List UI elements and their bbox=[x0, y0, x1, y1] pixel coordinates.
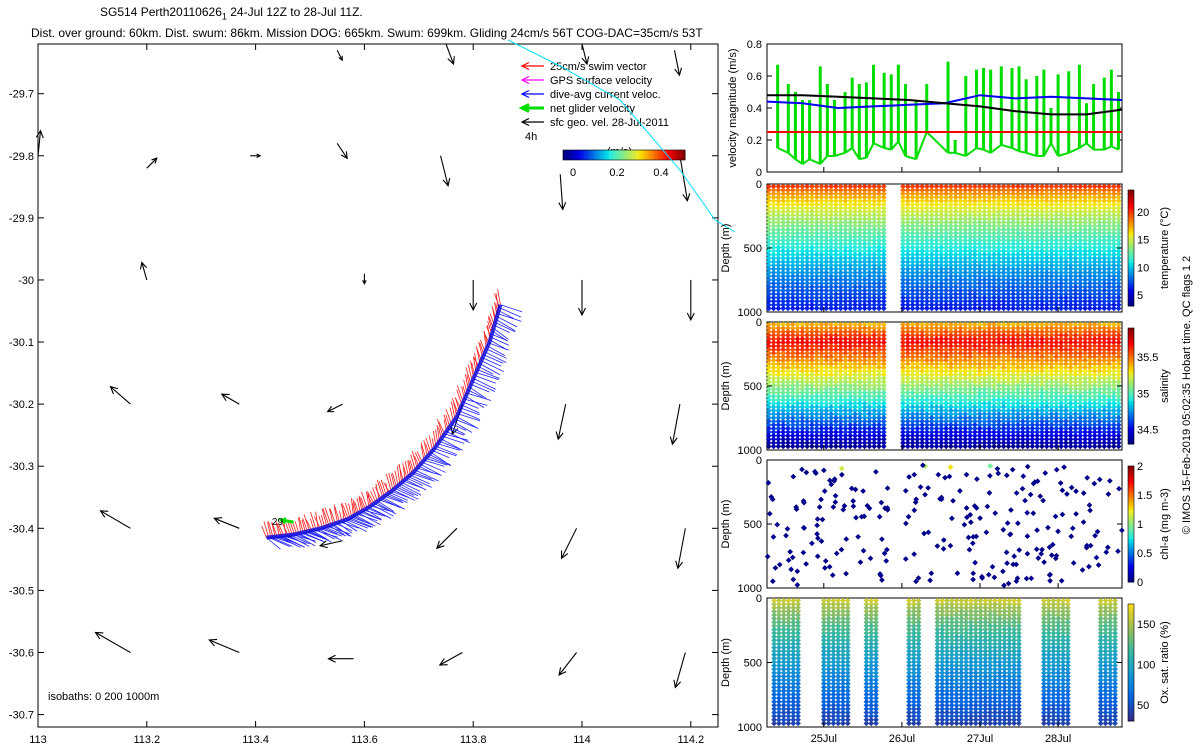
legend-colorbar-cell bbox=[612, 150, 616, 160]
legend-label: 25cm/s swim vector bbox=[550, 61, 647, 73]
legend-colorbar-cell bbox=[645, 150, 649, 160]
legend-colorbar-cell bbox=[578, 150, 582, 160]
temperature-y-tick-label: 0 bbox=[756, 179, 762, 191]
map-y-tick-label: -30.7 bbox=[9, 710, 34, 722]
map-y-tick-label: -30.4 bbox=[9, 523, 34, 535]
legend-colorbar-cell bbox=[639, 150, 643, 160]
map-y-tick-label: -30.1 bbox=[9, 337, 34, 349]
map-y-tick-label: -30.3 bbox=[9, 461, 34, 473]
glider-day-label: 29 bbox=[272, 517, 284, 528]
legend-label: GPS surface velocity bbox=[550, 75, 653, 87]
legend-colorbar-tick: 0.4 bbox=[653, 167, 668, 179]
legend-colorbar-cell bbox=[609, 150, 613, 160]
legend-colorbar-cell bbox=[673, 150, 677, 160]
legend-scale-note: 4h bbox=[525, 131, 537, 143]
legend-colorbar-cell bbox=[575, 150, 579, 160]
map-x-tick-label: 113 bbox=[29, 734, 47, 746]
velocity-y-tick-label: 0.8 bbox=[747, 39, 762, 51]
legend-colorbar-cell bbox=[563, 150, 567, 160]
map-y-tick-label: -30.5 bbox=[9, 585, 34, 597]
legend-colorbar-cell bbox=[636, 150, 640, 160]
legend-colorbar-cell bbox=[590, 150, 594, 160]
legend-label: sfc geo. vel. 28-Jul-2011 bbox=[550, 117, 669, 129]
legend-colorbar-cell bbox=[615, 150, 619, 160]
legend-colorbar-cell bbox=[630, 150, 634, 160]
legend-colorbar-cell bbox=[569, 150, 573, 160]
legend-colorbar-cell bbox=[584, 150, 588, 160]
legend-colorbar-cell bbox=[618, 150, 622, 160]
legend-colorbar-cell bbox=[679, 150, 683, 160]
velocity-y-tick-label: 0.4 bbox=[747, 103, 762, 115]
map-y-tick-label: -29.8 bbox=[9, 151, 34, 163]
legend-colorbar-cell bbox=[600, 150, 604, 160]
map-x-tick-label: 113.4 bbox=[242, 734, 269, 746]
legend-colorbar-tick: 0.2 bbox=[609, 167, 624, 179]
map-x-tick-label: 113.2 bbox=[133, 734, 160, 746]
legend-colorbar-cell bbox=[581, 150, 585, 160]
temperature-colorbar-tick: 10 bbox=[1137, 262, 1149, 274]
temperature-colorbar-cell bbox=[1128, 190, 1134, 193]
legend-colorbar-tick: 0 bbox=[570, 167, 576, 179]
temperature-colorbar-label: temperature (°C) bbox=[1159, 207, 1171, 289]
map-y-tick-label: -30 bbox=[18, 275, 34, 287]
temperature-colorbar-tick: 20 bbox=[1137, 207, 1149, 219]
legend-colorbar-cell bbox=[651, 150, 655, 160]
map-y-tick-label: -30.6 bbox=[9, 647, 34, 659]
velocity-panel: 0 0.2 0.4 0.6 0.8 velocity magnitude (m/s) bbox=[727, 39, 1122, 179]
temperature-colorbar-tick: 5 bbox=[1137, 290, 1143, 302]
map-x-tick-label: 114 bbox=[573, 734, 591, 746]
legend-colorbar-cell bbox=[633, 150, 637, 160]
temperature-y-tick-label: 500 bbox=[744, 243, 762, 255]
legend-colorbar-cell bbox=[621, 150, 625, 160]
legend-colorbar-cell bbox=[624, 150, 628, 160]
legend-label: net glider velocity bbox=[550, 103, 635, 115]
isobaths-label: isobaths: 0 200 1000m bbox=[48, 691, 159, 703]
legend-colorbar-cell bbox=[594, 150, 598, 160]
legend-colorbar-cell bbox=[587, 150, 591, 160]
map-y-tick-label: -30.2 bbox=[9, 399, 34, 411]
legend-colorbar-cell bbox=[648, 150, 652, 160]
map-x-tick-label: 114.2 bbox=[677, 734, 704, 746]
temperature-colorbar-tick: 15 bbox=[1137, 235, 1149, 247]
legend-colorbar-cell bbox=[572, 150, 576, 160]
map-x-tick-label: 113.8 bbox=[460, 734, 487, 746]
legend-colorbar-cell bbox=[642, 150, 646, 160]
legend-colorbar-cell bbox=[658, 150, 662, 160]
legend-colorbar-cell bbox=[597, 150, 601, 160]
velocity-y-tick-label: 0.2 bbox=[747, 135, 762, 147]
map-y-tick-label: -29.7 bbox=[9, 89, 34, 101]
legend-colorbar-cell bbox=[606, 150, 610, 160]
legend-colorbar-cell bbox=[676, 150, 680, 160]
velocity-y-label: velocity magnitude (m/s) bbox=[727, 48, 739, 167]
velocity-y-tick-label: 0.6 bbox=[747, 71, 762, 83]
legend-label: dive-avg current veloc. bbox=[550, 89, 661, 101]
map-x-tick-label: 113.6 bbox=[351, 734, 378, 746]
temperature-y-label: Depth (m) bbox=[720, 224, 732, 273]
legend-colorbar-cell bbox=[655, 150, 659, 160]
velocity-y-tick-label: 0 bbox=[756, 167, 762, 179]
legend-colorbar-cell bbox=[603, 150, 607, 160]
legend-colorbar-cell bbox=[627, 150, 631, 160]
map-y-tick-label: -29.9 bbox=[9, 213, 34, 225]
legend-colorbar-cell bbox=[566, 150, 570, 160]
